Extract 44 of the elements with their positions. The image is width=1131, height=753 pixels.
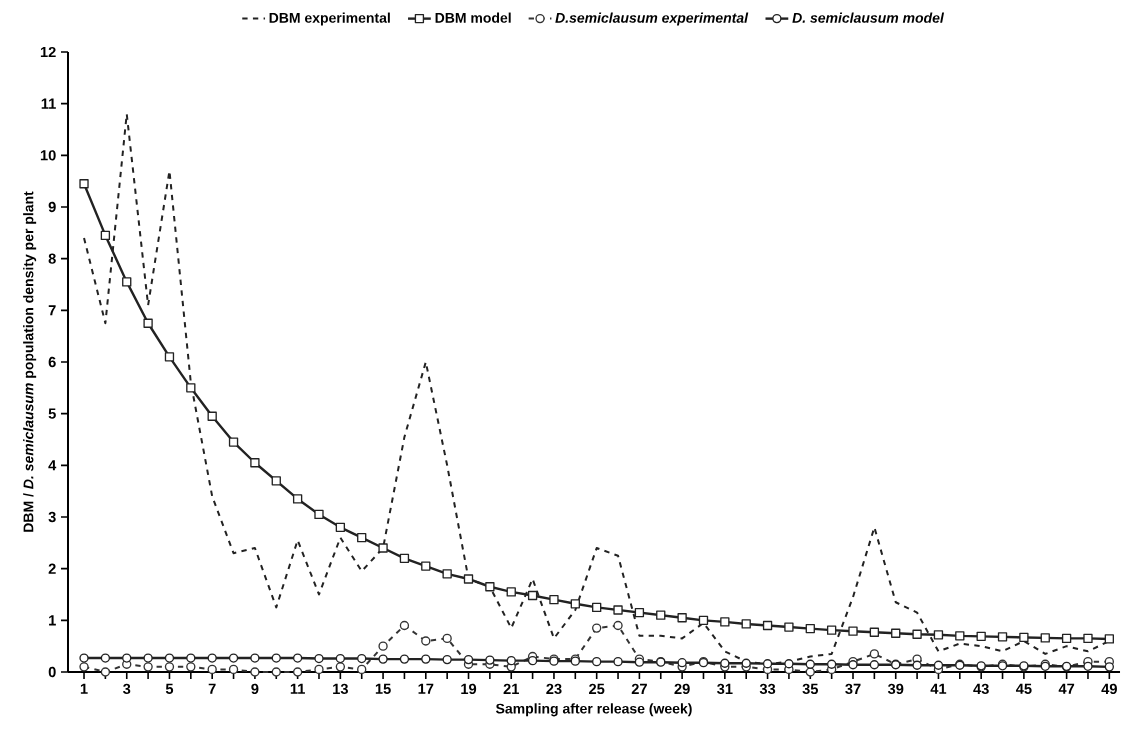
x-tick-label: 23	[546, 683, 562, 695]
x-tick-label: 1	[80, 683, 88, 694]
y-tick-label: 5	[48, 408, 56, 419]
x-tick-label: 25	[589, 683, 605, 695]
y-axis-title: DBM / D. semiclausum population density per plant	[23, 191, 37, 532]
x-tick-label: 47	[1058, 683, 1075, 694]
x-tick-label: 41	[930, 683, 947, 694]
y-tick-label: 2	[48, 563, 56, 574]
legend-label: DBM experimental	[269, 12, 390, 26]
y-tick-label: 1	[49, 615, 56, 626]
x-tick-label: 43	[973, 683, 989, 695]
x-tick-label: 49	[1101, 683, 1117, 695]
x-tick-label: 29	[674, 683, 690, 695]
y-tick-label: 10	[40, 150, 56, 161]
x-tick-label: 13	[333, 683, 348, 695]
x-tick-label: 45	[1015, 683, 1032, 694]
legend-label: D. semiclausum model	[792, 12, 945, 23]
x-tick-label: 35	[802, 683, 819, 695]
x-tick-label: 37	[845, 683, 861, 695]
y-tick-label: 6	[48, 356, 56, 368]
x-tick-label: 31	[717, 683, 733, 695]
x-tick-label: 33	[759, 683, 776, 695]
legend-label: DBM model	[435, 12, 511, 23]
y-tick-label: 11	[41, 98, 56, 109]
y-tick-label: 8	[48, 253, 56, 264]
x-tick-label: 17	[418, 683, 434, 694]
x-tick-label: 3	[123, 683, 131, 695]
y-tick-label: 4	[48, 460, 57, 471]
x-tick-label: 5	[165, 683, 174, 694]
x-tick-label: 39	[887, 683, 904, 695]
x-tick-label: 21	[503, 683, 519, 694]
x-tick-label: 15	[375, 683, 391, 694]
y-tick-label: 12	[40, 46, 56, 58]
x-tick-label: 19	[461, 683, 477, 695]
legend-label: D.semiclausum experimental	[555, 12, 749, 26]
x-tick-label: 27	[631, 683, 647, 694]
y-tick-label: 9	[48, 201, 56, 213]
x-tick-label: 9	[251, 683, 259, 695]
y-tick-label: 3	[48, 511, 56, 523]
x-axis-title: Sampling after release (week)	[495, 703, 692, 717]
x-tick-label: 11	[290, 683, 305, 694]
y-tick-label: 7	[48, 305, 56, 316]
y-tick-label: 0	[48, 666, 56, 678]
x-tick-label: 7	[208, 683, 216, 694]
